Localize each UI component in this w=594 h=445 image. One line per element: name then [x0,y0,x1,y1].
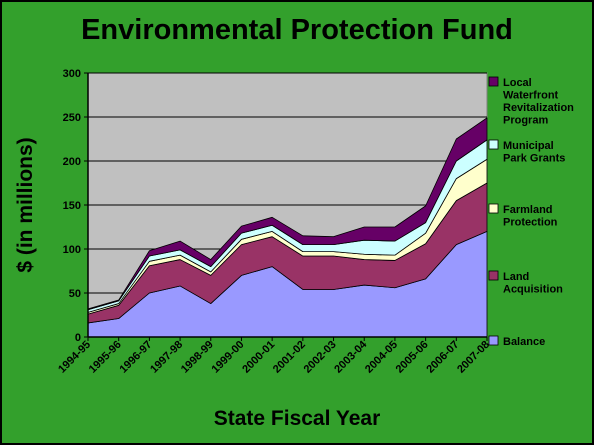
legend-label: Protection [503,217,558,229]
chart-title: Environmental Protection Fund [81,14,513,46]
legend-swatch [488,203,499,214]
y-tick-label: 250 [63,112,81,124]
legend-swatch [488,270,499,281]
y-tick-label: 300 [63,68,81,80]
legend-label: Acquisition [503,284,563,296]
series-area [87,117,488,311]
legend-swatch [488,139,499,150]
legend-label: Farmland [503,204,553,216]
legend-swatch [488,76,499,87]
legend-swatch [488,335,499,346]
legend-label: Waterfront [503,90,559,102]
y-tick-label: 150 [63,200,81,212]
legend-label: Land [503,271,529,283]
legend-label: Program [503,115,548,127]
legend-label: Local [503,77,532,89]
legend-label: Revitalization [503,102,574,114]
legend-entry: Balance [488,335,545,348]
y-tick-label: 100 [63,244,81,256]
legend-label: Balance [503,336,545,348]
x-axis-label: State Fiscal Year [213,407,381,430]
y-axis-label: $ (in millions) [14,137,37,273]
legend-label: Municipal [503,140,554,152]
legend-label: Park Grants [503,153,565,165]
y-tick-label: 200 [63,156,81,168]
y-tick-label: 50 [69,288,81,300]
y-axis-ticks: 0 50 100 150 200 250 300 [63,68,88,344]
y-tick-label: 0 [75,332,81,344]
